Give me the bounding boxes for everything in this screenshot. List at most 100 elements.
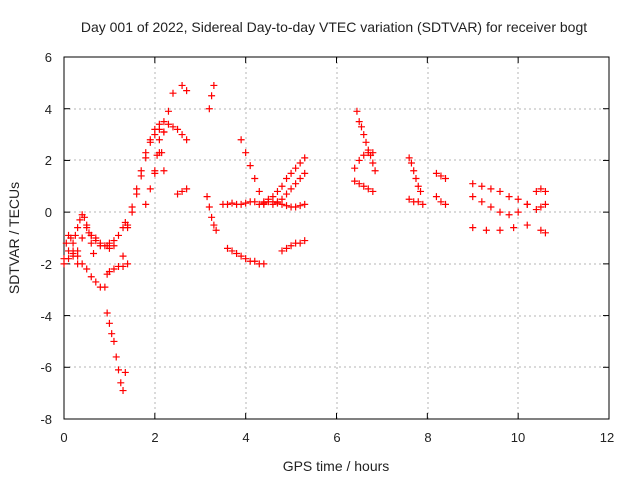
data-point — [510, 224, 518, 232]
y-tick-label: -8 — [40, 412, 52, 427]
data-point — [301, 169, 309, 177]
data-point — [101, 283, 109, 291]
data-point — [405, 154, 413, 162]
data-point — [432, 169, 440, 177]
data-point — [532, 206, 540, 214]
data-point — [90, 250, 98, 258]
data-point — [283, 175, 291, 183]
x-tick-label: 8 — [424, 430, 431, 445]
data-point — [121, 368, 129, 376]
data-point — [283, 190, 291, 198]
data-point — [178, 187, 186, 195]
data-point — [469, 224, 477, 232]
data-point — [105, 268, 113, 276]
x-tick-label: 0 — [60, 430, 67, 445]
data-point — [482, 226, 490, 234]
data-point — [169, 123, 177, 131]
y-tick-label: 6 — [45, 50, 52, 65]
data-point — [260, 260, 268, 268]
data-point — [541, 229, 549, 237]
data-point — [351, 177, 359, 185]
x-tick-label: 4 — [242, 430, 249, 445]
data-point — [183, 136, 191, 144]
data-point — [523, 221, 531, 229]
data-point — [505, 193, 513, 201]
data-point — [283, 244, 291, 252]
data-point — [105, 239, 113, 247]
data-point — [541, 187, 549, 195]
data-point — [83, 265, 91, 273]
data-point — [233, 250, 241, 258]
data-point — [292, 164, 300, 172]
data-point — [355, 118, 363, 126]
data-point — [369, 159, 377, 167]
data-point — [414, 182, 422, 190]
data-point — [260, 200, 268, 208]
data-point — [432, 193, 440, 201]
data-point — [487, 203, 495, 211]
data-point — [355, 156, 363, 164]
data-point — [69, 239, 77, 247]
data-point — [103, 309, 111, 317]
data-point — [357, 123, 365, 131]
data-point — [117, 379, 125, 387]
data-point — [417, 187, 425, 195]
data-point — [469, 180, 477, 188]
data-point — [142, 200, 150, 208]
data-point — [246, 162, 254, 170]
data-point — [437, 198, 445, 206]
data-point — [264, 195, 272, 203]
data-point — [478, 182, 486, 190]
data-point — [251, 198, 259, 206]
data-point — [183, 87, 191, 95]
y-tick-label: 2 — [45, 153, 52, 168]
data-point — [60, 260, 68, 268]
data-point — [119, 387, 127, 395]
x-tick-label: 10 — [511, 430, 525, 445]
data-point — [155, 125, 163, 133]
data-point — [224, 244, 231, 252]
x-tick-label: 12 — [600, 430, 614, 445]
data-point — [537, 185, 545, 193]
data-point — [115, 231, 122, 239]
data-point — [124, 260, 132, 268]
data-point — [532, 187, 540, 195]
data-point — [362, 138, 370, 146]
data-point — [174, 190, 182, 198]
data-point — [151, 131, 159, 139]
data-point — [119, 262, 127, 270]
data-point — [124, 221, 132, 229]
data-point — [269, 193, 277, 201]
data-point — [237, 252, 245, 260]
data-point — [353, 107, 361, 115]
data-point — [151, 169, 159, 177]
data-point — [360, 131, 368, 139]
data-point — [96, 242, 104, 250]
data-point — [292, 203, 300, 211]
data-point — [364, 185, 372, 193]
y-tick-label: 0 — [45, 205, 52, 220]
data-point — [296, 175, 304, 183]
data-point — [92, 278, 100, 286]
data-point — [541, 200, 549, 208]
data-point — [110, 265, 118, 273]
data-point — [65, 247, 73, 255]
data-point — [228, 247, 236, 255]
data-point — [237, 136, 245, 144]
data-point — [251, 175, 259, 183]
data-point — [371, 167, 379, 175]
data-point — [87, 273, 95, 281]
data-point — [87, 231, 95, 239]
data-point — [83, 224, 91, 232]
data-point — [487, 185, 495, 193]
data-point — [537, 203, 545, 211]
data-point — [174, 125, 182, 133]
data-point — [205, 203, 213, 211]
data-point — [164, 107, 172, 115]
data-point — [78, 260, 86, 268]
data-point — [160, 128, 168, 136]
data-point — [110, 237, 118, 245]
data-point — [169, 89, 177, 97]
x-tick-label: 6 — [333, 430, 340, 445]
